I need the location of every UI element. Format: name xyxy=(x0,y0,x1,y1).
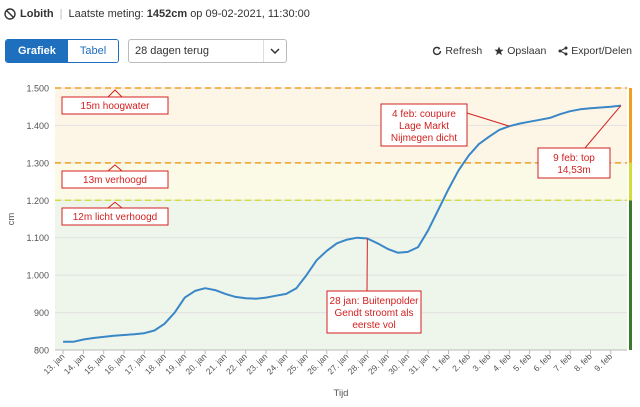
refresh-label: Refresh xyxy=(445,45,483,57)
x-tick-label: 17. jan xyxy=(123,351,148,376)
x-tick-label: 13. jan xyxy=(41,351,66,376)
tab-chart[interactable]: Grafiek xyxy=(6,40,68,62)
export-label: Export/Delen xyxy=(571,45,632,57)
threshold-label-verhoogd-caret xyxy=(107,164,123,172)
annotation-9-feb-text: 9 feb: top xyxy=(553,153,595,164)
x-tick-label: 21. jan xyxy=(204,351,229,376)
header-divider: | xyxy=(59,8,63,20)
threshold-label-licht-verhoogd-text: 12m licht verhoogd xyxy=(73,212,158,223)
x-tick-label: 5. feb xyxy=(511,351,533,373)
x-tick-label: 6. feb xyxy=(531,351,553,373)
y-tick-label: 900 xyxy=(34,308,49,318)
annotation-4-feb xyxy=(380,103,468,147)
x-tick-label: 25. jan xyxy=(285,351,310,376)
annotation-28-jan-text: eerste vol xyxy=(352,320,395,331)
annotation-4-feb-text: Nijmegen dicht xyxy=(391,133,457,144)
period-select-value: 28 dagen terug xyxy=(135,45,210,57)
threshold-label-licht-verhoogd xyxy=(61,207,169,226)
last-measurement-time: op 09-02-2021, 11:30:00 xyxy=(190,8,310,20)
threshold-label-hoogwater-text: 15m hoogwater xyxy=(81,101,151,112)
x-tick-label: 16. jan xyxy=(102,351,127,376)
save-button[interactable]: Opslaan xyxy=(494,45,546,57)
annotation-28-jan-text: 28 jan: Buitenpolder xyxy=(330,296,420,307)
y-axis-title: cm xyxy=(6,213,17,226)
save-label: Opslaan xyxy=(507,45,547,57)
x-tick-label: 24. jan xyxy=(265,351,290,376)
x-tick-label: 20. jan xyxy=(183,351,208,376)
header: Lobith | Laatste meting: 1452cm op 09-02… xyxy=(4,6,310,22)
x-tick-label: 28. jan xyxy=(346,351,371,376)
chevron-down-icon xyxy=(263,40,280,62)
annotation-4-feb-text: Lage Markt xyxy=(399,121,449,132)
annotation-9-feb xyxy=(537,147,611,179)
refresh-icon xyxy=(433,46,442,56)
level-bar-green xyxy=(629,200,632,350)
x-tick-label: 4. feb xyxy=(491,351,513,373)
threshold-label-verhoogd xyxy=(61,170,169,189)
series-line-water-level xyxy=(63,104,622,343)
level-bar-yellow xyxy=(629,162,632,201)
annotation-28-jan xyxy=(326,290,422,334)
share-icon xyxy=(558,46,568,56)
x-tick-label: 18. jan xyxy=(143,351,168,376)
last-measurement-value: 1452cm xyxy=(146,8,188,20)
toolbar: Refresh Opslaan Export/Delen xyxy=(432,45,632,57)
export-button[interactable]: Export/Delen xyxy=(558,45,632,57)
annotation-28-jan-text: Gendt stroomt als xyxy=(335,308,414,319)
station-name: Lobith xyxy=(20,8,54,20)
x-tick-label: 23. jan xyxy=(244,351,269,376)
x-tick-label: 26. jan xyxy=(305,351,330,376)
tab-table[interactable]: Tabel xyxy=(67,40,119,62)
x-tick-label: 15. jan xyxy=(82,351,107,376)
annotation-9-feb-pointer xyxy=(584,105,622,149)
no-entry-icon xyxy=(4,8,16,20)
annotation-9-feb-text: 14,53m xyxy=(557,165,590,176)
threshold-label-licht-verhoogd-caret xyxy=(107,201,123,209)
x-tick-label: 27. jan xyxy=(325,351,350,376)
zone-normal xyxy=(55,200,627,350)
y-tick-label: 1.500 xyxy=(26,84,49,94)
y-tick-label: 1.200 xyxy=(26,196,49,206)
view-toggle: Grafiek Tabel xyxy=(5,39,120,63)
x-tick-label: 29. jan xyxy=(366,351,391,376)
threshold-label-hoogwater-caret xyxy=(107,89,123,98)
x-tick-label: 8. feb xyxy=(572,351,594,373)
y-tick-label: 1.300 xyxy=(26,158,49,168)
annotation-4-feb-pointer xyxy=(466,112,510,127)
x-tick-label: 9. feb xyxy=(592,351,614,373)
refresh-button[interactable]: Refresh xyxy=(432,45,482,57)
y-tick-label: 1.400 xyxy=(26,121,49,131)
y-tick-label: 1.000 xyxy=(26,271,49,281)
zone-elevated xyxy=(55,88,627,163)
threshold-label-verhoogd-text: 13m verhoogd xyxy=(83,175,147,186)
zone-slightly-elevated xyxy=(55,162,627,201)
x-tick-label: 30. jan xyxy=(386,351,411,376)
x-tick-label: 31. jan xyxy=(407,351,432,376)
period-select[interactable]: 28 dagen terug xyxy=(128,39,287,63)
x-tick-label: 19. jan xyxy=(163,351,188,376)
x-tick-label: 22. jan xyxy=(224,351,249,376)
level-bar-orange xyxy=(629,88,632,163)
y-tick-label: 800 xyxy=(34,346,49,356)
threshold-label-hoogwater xyxy=(61,96,169,115)
annotation-4-feb-text: 4 feb: coupure xyxy=(392,109,456,120)
last-measurement-label: Laatste meting: xyxy=(68,8,144,20)
star-icon xyxy=(494,46,504,56)
x-tick-label: 2. feb xyxy=(450,351,472,373)
x-tick-label: 7. feb xyxy=(552,351,574,373)
x-tick-label: 3. feb xyxy=(470,351,492,373)
y-tick-label: 1.100 xyxy=(26,233,49,243)
x-axis-title: Tijd xyxy=(334,388,349,399)
x-tick-label: 14. jan xyxy=(62,351,87,376)
x-tick-label: 1. feb xyxy=(430,351,452,373)
